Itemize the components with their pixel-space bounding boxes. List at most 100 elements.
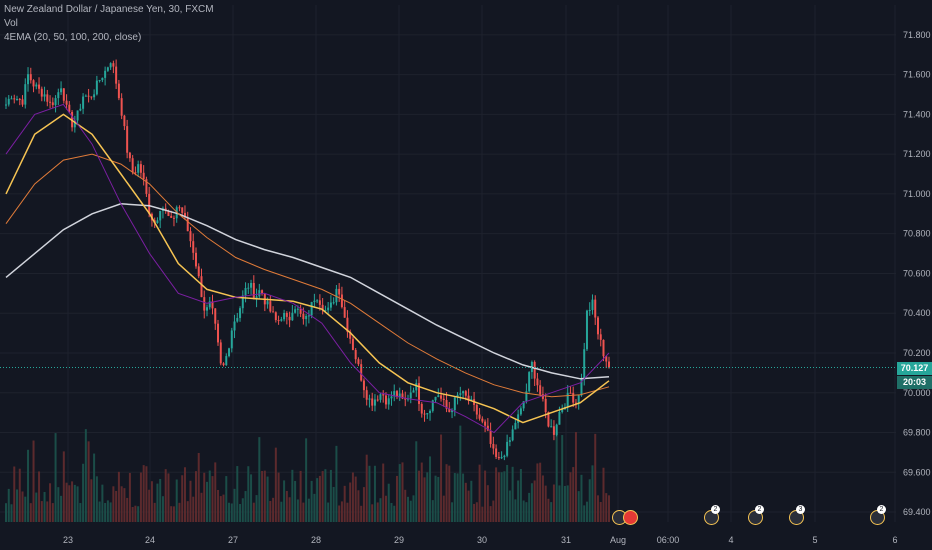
- candle-body: [65, 100, 68, 105]
- candle-body: [451, 410, 454, 413]
- candle-body: [76, 110, 79, 121]
- price-tick-label: 70.200: [903, 348, 931, 358]
- indicator-label[interactable]: 4EMA (20, 50, 100, 200, close): [4, 32, 142, 43]
- volume-bar: [79, 503, 82, 522]
- time-tick-label: 30: [477, 535, 487, 545]
- price-axis[interactable]: 71.800 71.600 71.400 71.200 71.000 70.800 70.6…: [896, 0, 932, 550]
- candle-body: [104, 70, 107, 78]
- candle-body: [233, 321, 236, 331]
- volume-bar: [580, 474, 583, 522]
- candle-body: [318, 300, 321, 305]
- volume-bar: [517, 480, 520, 522]
- candle-body: [159, 210, 162, 221]
- volume-bar: [539, 462, 542, 522]
- volume-bar: [591, 465, 594, 522]
- volume-bar: [365, 454, 368, 522]
- volume-bar: [514, 499, 517, 522]
- candle-body: [211, 301, 214, 309]
- last-price-tag: 70.127: [897, 362, 932, 375]
- price-tick-label: 70.800: [903, 229, 931, 239]
- candle-body: [536, 378, 539, 386]
- volume-bar: [599, 502, 602, 522]
- volume-bar: [117, 471, 120, 522]
- candle-body: [321, 304, 324, 311]
- volume-bar: [418, 470, 421, 522]
- candle-body: [285, 312, 288, 317]
- candle-body: [514, 422, 517, 430]
- candle-body: [418, 383, 421, 404]
- time-axis[interactable]: 23 24 27 28 29 30 31 Aug 06:00 4 5 6: [0, 528, 932, 550]
- candle-body: [40, 88, 43, 97]
- volume-bar: [164, 469, 167, 522]
- candle-body: [558, 411, 561, 425]
- volume-bar: [572, 467, 575, 522]
- candle-body: [82, 96, 85, 109]
- countdown-tag: 20:03: [897, 376, 932, 389]
- volume-bar: [274, 447, 277, 522]
- event-badge: 2: [755, 505, 764, 514]
- candle-body: [181, 207, 184, 213]
- symbol-title[interactable]: New Zealand Dollar / Japanese Yen, 30, F…: [4, 4, 214, 15]
- candle-body: [481, 418, 484, 422]
- candle-body: [462, 391, 465, 394]
- candle-body: [602, 339, 605, 357]
- candle-body: [379, 394, 382, 400]
- volume-bar: [101, 484, 104, 522]
- candle-body: [426, 413, 429, 415]
- candle-body: [467, 395, 470, 401]
- candle-body: [241, 295, 244, 309]
- volume-bar: [305, 438, 308, 522]
- event-marker-2[interactable]: [623, 510, 638, 525]
- volume-bar: [172, 506, 175, 522]
- volume-bar: [142, 465, 145, 522]
- candle-body: [431, 400, 434, 411]
- candle-body: [594, 299, 597, 318]
- volume-bar: [263, 470, 266, 522]
- volume-bar: [429, 456, 432, 522]
- volume-bar: [60, 495, 63, 522]
- volume-bar: [440, 434, 443, 522]
- volume-bar: [404, 489, 407, 522]
- candle-body: [605, 356, 608, 362]
- volume-bar: [340, 501, 343, 522]
- candle-body: [84, 95, 87, 97]
- candle-body: [203, 297, 206, 311]
- candle-body: [288, 316, 291, 321]
- candle-body: [35, 84, 38, 87]
- candle-body: [506, 441, 509, 456]
- volume-bar: [536, 463, 539, 522]
- volume-bar: [489, 506, 492, 522]
- candle-body: [148, 193, 151, 214]
- price-tick-label: 71.000: [903, 189, 931, 199]
- volume-bar: [106, 500, 109, 522]
- candle-body: [95, 80, 98, 95]
- volume-bar: [261, 471, 264, 522]
- volume-bar: [486, 485, 489, 522]
- volume-bar: [495, 467, 498, 522]
- volume-bar: [473, 503, 476, 522]
- volume-label[interactable]: Vol: [4, 18, 18, 29]
- candle-body: [528, 372, 531, 392]
- volume-bar: [40, 501, 43, 522]
- volume-bar: [167, 473, 170, 522]
- volume-bar: [456, 473, 459, 522]
- candle-body: [272, 311, 275, 313]
- candle-body: [18, 98, 21, 100]
- candle-body: [21, 99, 24, 105]
- candle-body: [519, 408, 522, 415]
- time-tick-label: 06:00: [657, 535, 680, 545]
- volume-bar: [511, 466, 514, 522]
- volume-bar: [376, 502, 379, 522]
- volume-bar: [244, 491, 247, 522]
- volume-bar: [252, 502, 255, 522]
- candle-body: [354, 349, 357, 360]
- candle-body: [550, 426, 553, 428]
- candle-body: [93, 94, 96, 98]
- volume-bar: [186, 501, 189, 522]
- volume-bar: [382, 463, 385, 522]
- volume-bar: [566, 485, 569, 522]
- candle-body: [54, 98, 57, 106]
- volume-bar: [357, 490, 360, 522]
- volume-bar: [128, 472, 131, 522]
